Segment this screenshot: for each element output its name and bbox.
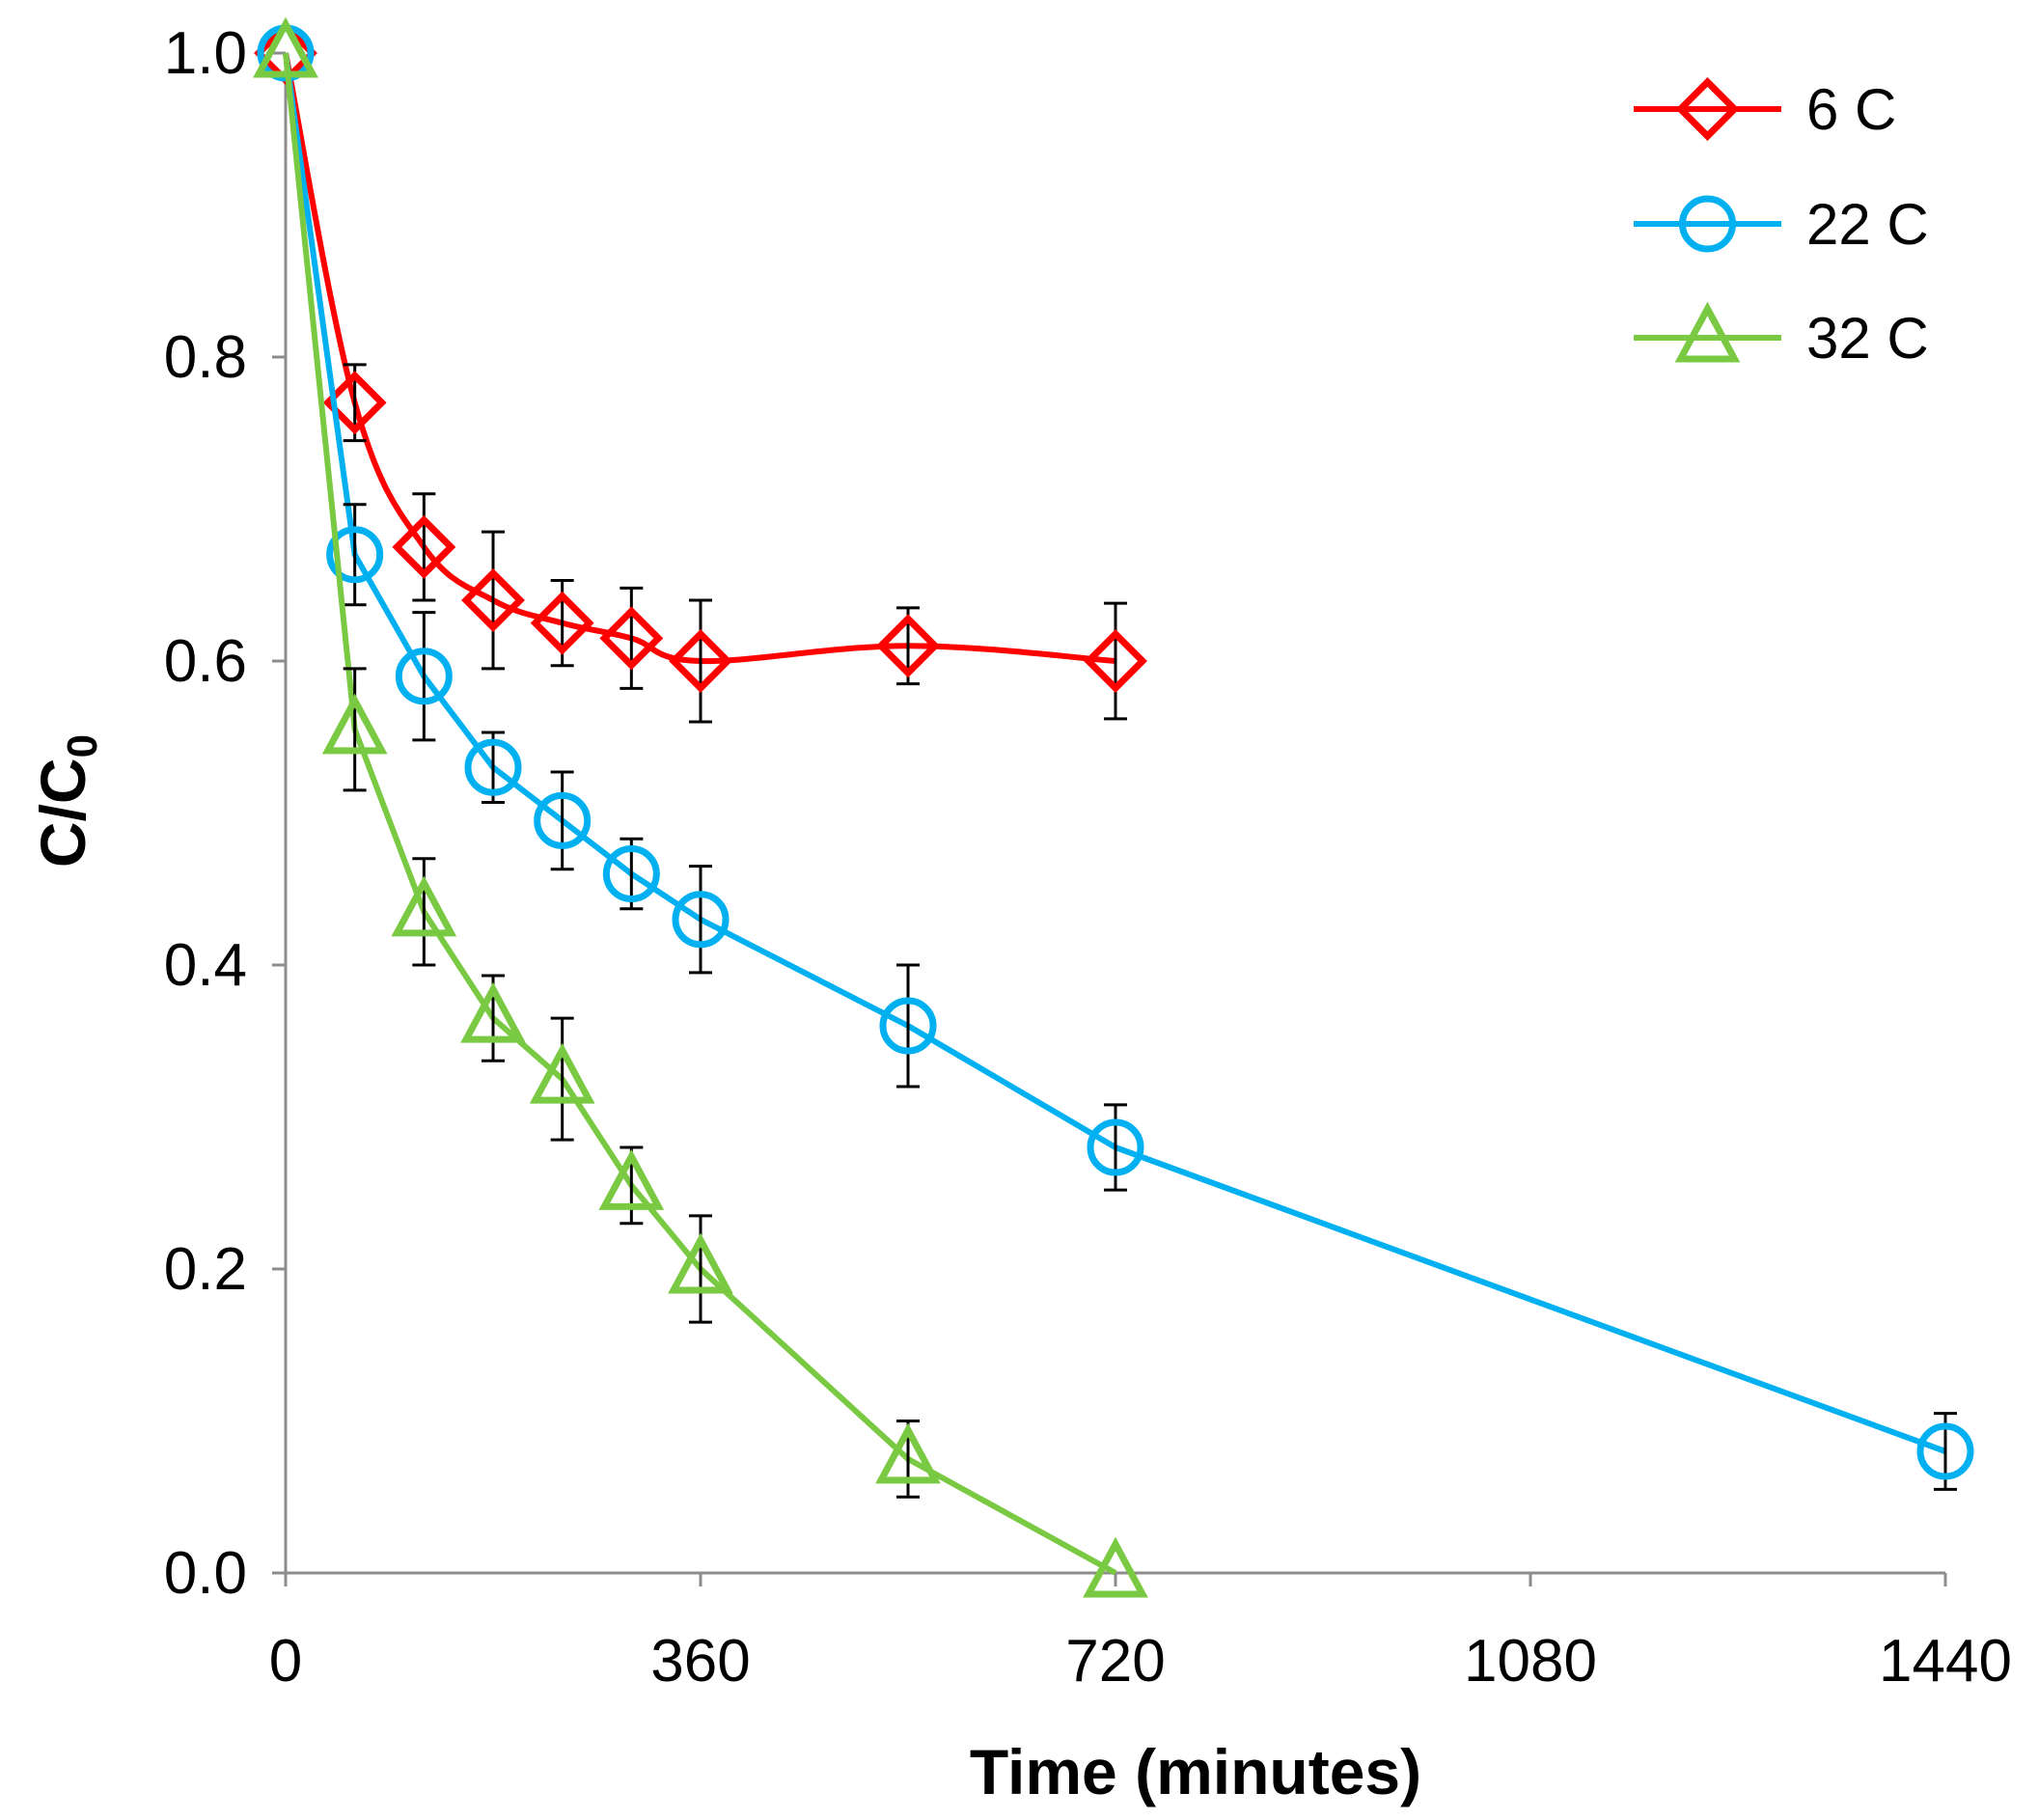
y-tick-label: 1.0 — [164, 20, 247, 87]
legend-label: 6 C — [1806, 77, 1896, 142]
error-bar — [689, 598, 712, 724]
series-6-c — [254, 21, 1147, 724]
y-tick-label: 0.4 — [164, 932, 247, 999]
legend-marker — [1679, 195, 1736, 253]
data-point-32-c — [875, 1422, 941, 1484]
axes: 0.0 0.2 0.4 0.6 0.8 1.0 0 360 720 1080 1440 — [164, 20, 2012, 1695]
data-point-32-c — [253, 16, 318, 78]
error-bar — [412, 857, 436, 967]
series-layer — [253, 16, 1974, 1598]
error-bar — [689, 1214, 712, 1324]
data-point-6-c — [322, 371, 387, 435]
error-bar — [412, 611, 436, 742]
y-tick-label: 0.8 — [164, 324, 247, 391]
legend-label: 22 C — [1806, 192, 1929, 257]
data-point-32-c — [391, 875, 457, 937]
svg-text:C/C0: C/C0 — [27, 734, 106, 868]
data-point-32-c — [529, 1042, 595, 1104]
data-point-32-c — [1083, 1536, 1148, 1598]
data-point-22-c — [464, 738, 522, 796]
data-point-6-c — [461, 568, 525, 632]
data-point-32-c — [460, 981, 526, 1043]
data-point-6-c — [599, 606, 664, 671]
legend-marker — [1674, 301, 1741, 363]
series-line-6-c — [283, 52, 1116, 665]
legend-label: 32 C — [1806, 306, 1929, 371]
data-point-6-c — [392, 514, 456, 579]
series-22-c — [257, 24, 1974, 1491]
error-bar — [550, 770, 574, 871]
series-line-32-c — [283, 52, 1117, 1576]
x-tick-label: 1080 — [1464, 1628, 1597, 1695]
error-bar — [343, 667, 367, 792]
data-point-32-c — [668, 1232, 733, 1294]
series-line-22-c — [283, 52, 1947, 1454]
series-32-c — [253, 16, 1148, 1598]
x-tick-label: 360 — [650, 1628, 750, 1695]
x-tick-label: 720 — [1065, 1628, 1165, 1695]
data-point-22-c — [395, 648, 453, 705]
legend-item-22-c: 22 C — [1634, 192, 1929, 257]
error-bar — [343, 503, 367, 607]
data-point-22-c — [1087, 1118, 1144, 1176]
data-point-32-c — [321, 693, 388, 755]
data-point-22-c — [1916, 1422, 1974, 1480]
data-point-6-c — [1084, 629, 1147, 693]
y-tick-label: 0.6 — [164, 628, 247, 695]
data-point-22-c — [534, 791, 592, 849]
legend-marker — [1675, 77, 1740, 141]
data-point-22-c — [326, 526, 384, 584]
x-tick-label: 1440 — [1879, 1628, 2012, 1695]
x-ticks: 0 360 720 1080 1440 — [269, 1573, 2012, 1695]
error-bar — [1104, 601, 1127, 721]
x-axis-title: Time (minutes) — [970, 1736, 1421, 1807]
error-bar — [412, 492, 436, 602]
error-bar — [620, 586, 644, 690]
y-ticks: 0.0 0.2 0.4 0.6 0.8 1.0 — [164, 20, 286, 1607]
x-tick-label: 0 — [269, 1628, 302, 1695]
data-point-32-c — [598, 1148, 665, 1210]
error-bar — [896, 963, 920, 1089]
y-axis-title: C/C0 — [27, 734, 106, 868]
data-point-6-c — [530, 591, 594, 655]
data-point-6-c — [669, 629, 732, 693]
error-bar — [550, 1016, 574, 1142]
error-bar — [482, 530, 505, 671]
legend: 6 C 22 C 32 C — [1634, 77, 1929, 371]
y-axis-title-subscript: 0 — [59, 734, 106, 758]
legend-item-32-c: 32 C — [1634, 301, 1929, 371]
legend-item-6-c: 6 C — [1634, 77, 1896, 142]
y-axis-title-main: C/C — [27, 758, 98, 868]
data-point-6-c — [876, 614, 940, 678]
data-point-22-c — [879, 997, 937, 1055]
y-tick-label: 0.0 — [164, 1540, 247, 1607]
data-point-22-c — [602, 845, 660, 902]
y-tick-label: 0.2 — [164, 1236, 247, 1303]
error-bar — [689, 865, 712, 975]
data-point-22-c — [672, 891, 730, 949]
